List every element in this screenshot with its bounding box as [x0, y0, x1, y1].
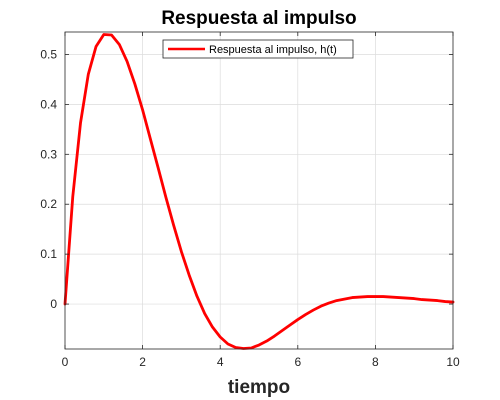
- x-tick-label: 10: [446, 355, 460, 369]
- plot-frame: [64, 31, 454, 350]
- y-tick-label: 0.2: [40, 197, 57, 211]
- tick-labels: 0 2 4 6 8 10 0 0.1 0.2 0.3 0.4 0.5: [40, 47, 460, 369]
- plot-background: [65, 32, 453, 349]
- y-tick-label: 0.5: [40, 47, 57, 61]
- x-axis-label: tiempo: [228, 377, 290, 398]
- y-tick-label: 0.4: [40, 97, 57, 111]
- series-group: [63, 33, 455, 350]
- x-tick-label: 0: [62, 355, 69, 369]
- y-tick-label: 0.1: [40, 247, 57, 261]
- legend-label: Respuesta al impulso, h(t): [209, 44, 337, 56]
- y-tick-label: 0.3: [40, 147, 57, 161]
- x-tick-label: 4: [217, 355, 224, 369]
- x-tick-label: 2: [139, 355, 146, 369]
- grid-lines: [65, 32, 453, 349]
- series-line-impulse-response: [63, 33, 455, 350]
- axis-ticks: [64, 32, 454, 349]
- y-tick-label: 0: [50, 297, 57, 311]
- x-tick-label: 6: [294, 355, 301, 369]
- x-tick-label: 8: [372, 355, 379, 369]
- legend: Respuesta al impulso, h(t): [162, 39, 354, 59]
- chart-title: Respuesta al impulso: [161, 8, 356, 29]
- legend-box: [162, 39, 354, 59]
